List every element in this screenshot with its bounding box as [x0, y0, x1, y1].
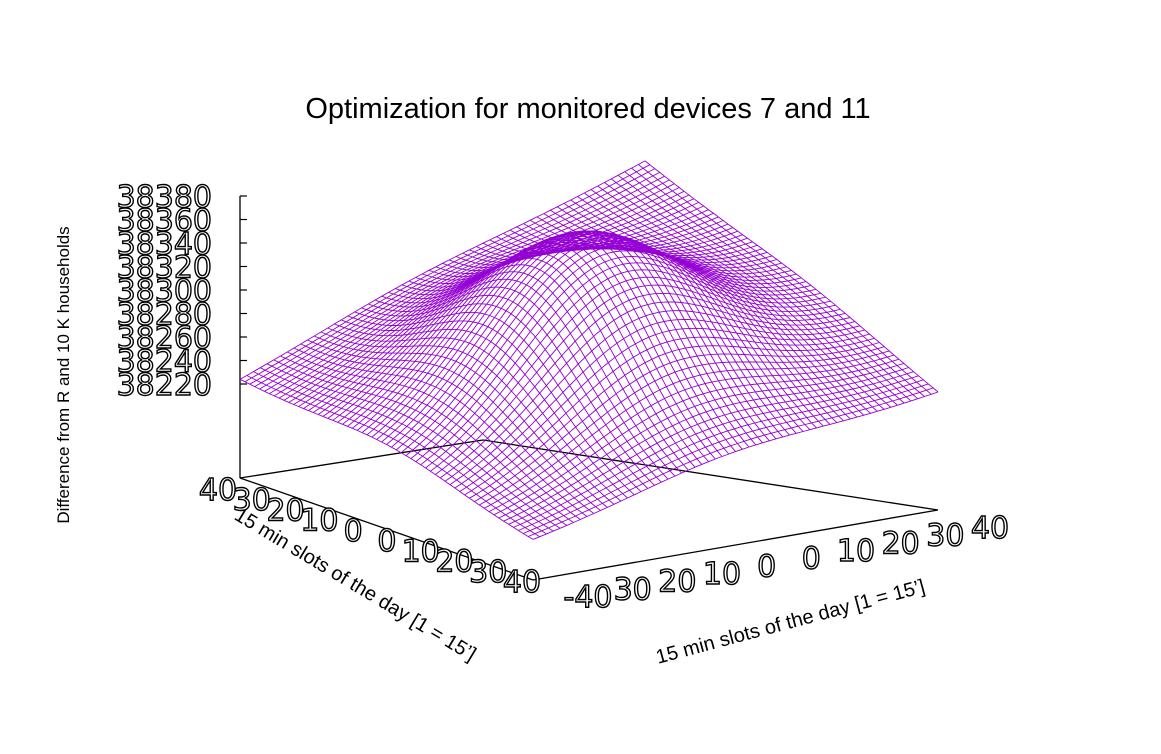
- y-axis-line: [239, 477, 534, 581]
- z-tick-label: 38280: [117, 298, 212, 333]
- y-tick-label: 10: [300, 504, 338, 539]
- mesh-line: [320, 331, 615, 505]
- y-tick-label: 40: [503, 565, 541, 600]
- mesh-line: [287, 351, 581, 520]
- x-tick-label: 30: [614, 572, 652, 607]
- x-tick-label: 10: [703, 557, 741, 592]
- x-tick-label: 20: [882, 526, 920, 561]
- x-tick-label: 30: [926, 519, 964, 554]
- surface-mesh: [239, 160, 939, 540]
- mesh-line: [444, 301, 851, 482]
- mesh-line: [644, 160, 939, 393]
- mesh-line: [314, 335, 608, 508]
- mesh-line: [527, 387, 934, 537]
- mesh-line: [435, 233, 730, 455]
- x-tick-label: 20: [658, 565, 696, 600]
- mesh-line: [361, 294, 655, 486]
- z-tick-label: 38220: [117, 368, 212, 403]
- mesh-line: [408, 246, 703, 465]
- mesh-line: [307, 339, 601, 511]
- chart-title: Optimization for monitored devices 7 and…: [305, 93, 870, 125]
- mesh-line: [273, 359, 568, 526]
- z-tick-label: 38260: [117, 321, 212, 356]
- x-tick-label: 40: [971, 511, 1009, 546]
- mesh-line: [570, 199, 865, 416]
- x-tick-label: 10: [837, 534, 875, 569]
- mesh-line: [550, 209, 844, 422]
- y-tick-label: 30: [233, 483, 271, 518]
- mesh-line: [395, 257, 689, 471]
- mesh-line: [239, 378, 534, 540]
- y-tick-label: 40: [199, 473, 237, 508]
- mesh-line: [611, 178, 905, 404]
- mesh-line: [577, 196, 871, 414]
- mesh-line: [597, 185, 892, 408]
- mesh-line: [422, 238, 716, 460]
- y-tick-label: 0: [344, 514, 363, 549]
- mesh-line: [489, 237, 784, 438]
- mesh-line: [381, 271, 676, 477]
- mesh-line: [341, 319, 635, 496]
- mesh-line: [532, 391, 939, 540]
- mesh-line: [374, 278, 669, 480]
- tick-labels: 3822038240382603828038300383203834038360…: [116, 179, 1010, 615]
- mesh-line: [624, 171, 919, 400]
- z-tick-label: 38320: [117, 251, 212, 286]
- mesh-line: [327, 327, 622, 502]
- z-tick-label: 38380: [117, 180, 212, 215]
- mesh-line: [313, 216, 719, 413]
- mesh-line: [334, 323, 628, 499]
- x-tick-label: 0: [757, 549, 776, 584]
- z-axis-title: Difference from R and 10 K households: [54, 226, 73, 523]
- y-tick-label: 20: [435, 545, 473, 580]
- y-tick-label: 20: [266, 493, 304, 528]
- mesh-line: [482, 235, 777, 440]
- mesh-line: [278, 190, 685, 399]
- mesh-line: [266, 363, 561, 529]
- x-axis-line: [532, 509, 939, 581]
- mesh-line: [488, 354, 895, 512]
- mesh-line: [631, 167, 925, 397]
- y-tick-label: 10: [402, 534, 440, 569]
- z-tick-label: 38360: [117, 204, 212, 239]
- z-tick-label: 38240: [117, 345, 212, 380]
- mesh-line: [590, 189, 885, 410]
- z-tick-label: 38340: [117, 227, 212, 262]
- mesh-line: [543, 213, 838, 423]
- mesh-line: [428, 235, 723, 457]
- mesh-line: [273, 187, 680, 397]
- mesh-line: [617, 174, 912, 402]
- mesh-line: [401, 251, 696, 468]
- mesh-line: [557, 206, 851, 420]
- mesh-line: [300, 343, 595, 514]
- mesh-line: [388, 264, 682, 474]
- mesh-line: [496, 236, 790, 436]
- z-tick-label: 38300: [117, 274, 212, 309]
- mesh-line: [368, 286, 662, 483]
- mesh-line: [260, 367, 554, 532]
- x-tick-label: 0: [802, 542, 821, 577]
- y-tick-label: 30: [469, 555, 507, 590]
- mesh-line: [638, 164, 932, 395]
- x-tick-label: -40: [564, 580, 613, 615]
- back-right-edge: [482, 439, 939, 511]
- mesh-line: [604, 182, 898, 406]
- mesh-line: [354, 303, 649, 489]
- mesh-line: [563, 203, 858, 418]
- mesh-line: [280, 355, 574, 523]
- mesh-line: [246, 375, 541, 538]
- y-tick-label: 0: [377, 524, 396, 559]
- mesh-line: [347, 311, 642, 492]
- mesh-line: [584, 192, 878, 412]
- mesh-line: [293, 347, 588, 517]
- mesh-line: [253, 371, 547, 535]
- mesh-line: [503, 233, 797, 434]
